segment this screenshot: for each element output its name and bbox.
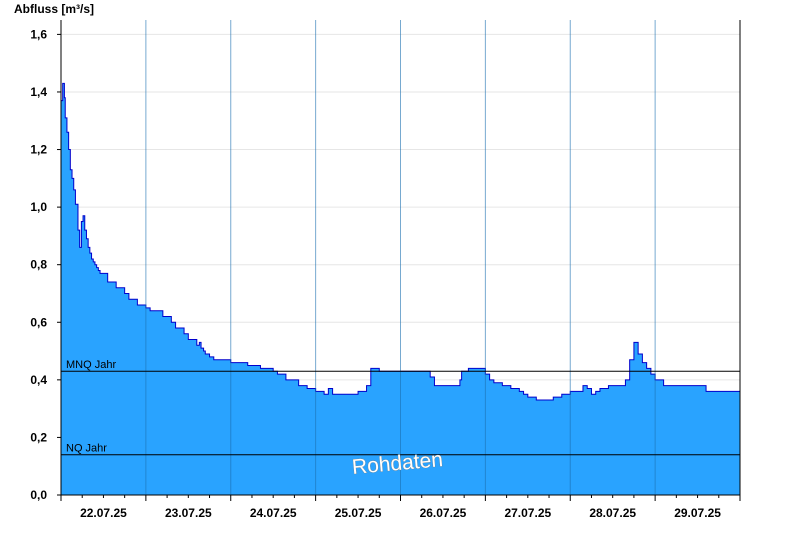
discharge-line <box>61 82 740 401</box>
y-tick-label: 0,6 <box>30 315 47 329</box>
x-tick-label: 25.07.25 <box>335 506 382 520</box>
x-tick-label: 29.07.25 <box>674 506 721 520</box>
y-tick-label: 1,4 <box>30 85 47 99</box>
y-axis-label: Abfluss [m³/s] <box>14 2 94 16</box>
y-tick-label: 1,2 <box>30 143 47 157</box>
y-tick-label: 1,6 <box>30 27 47 41</box>
axes-layer: 0,0 0,2 0,4 0,6 0,8 1,0 1,2 1,4 1,6 22.07.25 23.07… <box>30 20 741 520</box>
day-separator-layer <box>145 20 656 495</box>
x-tick-label: 23.07.25 <box>165 506 212 520</box>
x-tick-label: 28.07.25 <box>589 506 636 520</box>
x-tick-label: 24.07.25 <box>250 506 297 520</box>
y-tick-label: 0,0 <box>30 488 47 502</box>
y-tick-label: 1,0 <box>30 200 47 214</box>
y-tick-label: 0,4 <box>30 373 47 387</box>
reference-line-label: MNQ Jahr <box>66 359 116 371</box>
y-tick-label: 0,8 <box>30 258 47 272</box>
y-tick-label: 0,2 <box>30 430 47 444</box>
reference-lines-layer: MNQ Jahr NQ Jahr <box>61 359 740 456</box>
x-tick-label: 27.07.25 <box>504 506 551 520</box>
x-tick-label: 22.07.25 <box>80 506 127 520</box>
reference-line-label: NQ Jahr <box>66 443 107 455</box>
x-tick-label: 26.07.25 <box>420 506 467 520</box>
